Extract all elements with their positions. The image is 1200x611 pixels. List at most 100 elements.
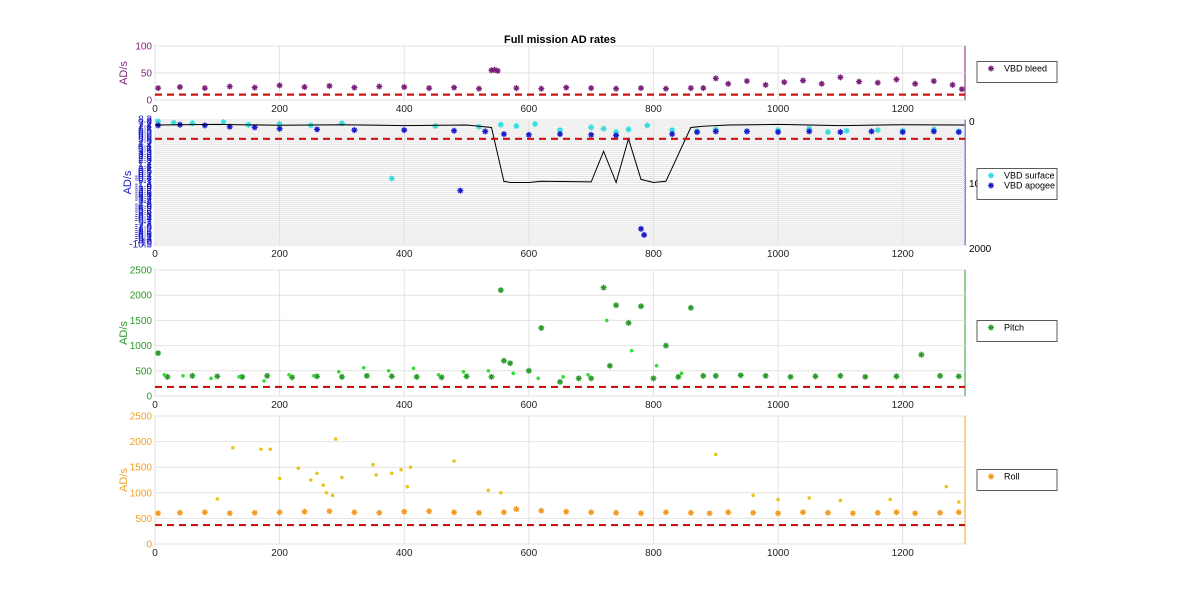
subplot-4: 0 200 400 600 800 1000 1200 0 500 1000 1500 2000 250…	[118, 412, 1058, 559]
data-point	[629, 348, 634, 353]
data-point	[563, 84, 570, 91]
data-point	[713, 452, 718, 457]
data-point	[725, 80, 732, 87]
subplot-1: 0 200 400 600 800 1000 1200 0 50 100 AD/s VBD bleed	[118, 42, 1058, 115]
data-point	[491, 66, 498, 73]
data-point	[426, 508, 433, 515]
data-point	[513, 85, 520, 92]
data-point	[762, 372, 769, 379]
data-point	[251, 509, 258, 516]
legend-marker	[988, 182, 994, 189]
data-point	[189, 120, 196, 127]
y-tick-label: 1500	[130, 316, 153, 327]
y-tick-label: -1.6	[135, 181, 153, 192]
data-point	[451, 84, 458, 91]
data-point	[837, 129, 844, 136]
y-tick-label: -6.7	[135, 215, 153, 226]
data-point	[575, 375, 582, 382]
y-tick-label: 5.9	[138, 131, 152, 142]
data-point	[351, 127, 358, 134]
y-tick-label: 7.7	[138, 119, 152, 130]
data-point	[237, 375, 241, 379]
series-2	[215, 437, 961, 504]
plot-area	[154, 269, 966, 397]
data-point	[762, 81, 769, 88]
y-tick-label: 1.1	[138, 163, 152, 174]
data-point	[155, 350, 162, 357]
data-point	[687, 85, 694, 92]
data-point	[787, 373, 794, 380]
data-point	[214, 373, 221, 380]
data-point	[494, 67, 501, 74]
y-tick-label: -10.3	[129, 240, 152, 251]
data-point	[374, 473, 378, 477]
y-tick-label: -1.9	[135, 183, 153, 194]
data-point	[600, 284, 607, 291]
data-point	[800, 509, 806, 516]
data-point	[201, 85, 208, 92]
data-point	[413, 373, 420, 380]
data-point	[330, 493, 335, 498]
x-tick-label: 800	[645, 249, 662, 260]
x-tick-label: 600	[521, 400, 538, 411]
legend: Pitch	[976, 320, 1058, 342]
data-point	[874, 79, 881, 86]
data-point	[625, 126, 632, 133]
data-point	[155, 118, 162, 125]
data-point	[944, 484, 949, 489]
x-tick-label: 800	[645, 548, 662, 559]
data-point	[588, 375, 595, 382]
legend-label: VBD apogee	[1004, 181, 1055, 191]
x-tick-label: 1000	[767, 400, 790, 411]
y-tick-label: 500	[135, 514, 152, 525]
data-point	[679, 371, 684, 376]
x-tick-label: 1000	[767, 104, 790, 115]
data-point	[874, 509, 881, 516]
data-point	[694, 129, 701, 136]
data-point	[899, 129, 906, 136]
data-point	[662, 85, 669, 92]
y-tick-label: -3.1	[135, 191, 153, 202]
y-tick-label: 4.4	[138, 141, 152, 152]
data-point	[162, 373, 167, 377]
data-point	[201, 122, 208, 129]
data-point	[538, 324, 545, 331]
data-point	[687, 304, 694, 311]
data-point	[497, 287, 504, 294]
data-point	[176, 84, 183, 91]
data-point	[862, 373, 869, 380]
y-tick-label: 500	[135, 366, 152, 377]
y-tick-label: 2.9	[138, 151, 152, 162]
data-point	[625, 319, 632, 326]
x-tick-label: 400	[396, 104, 413, 115]
x-tick-label: 1200	[892, 104, 915, 115]
data-point	[451, 127, 458, 134]
data-point	[743, 78, 750, 85]
data-point	[314, 126, 320, 133]
data-point	[482, 128, 489, 135]
data-point	[613, 132, 620, 139]
data-point	[893, 76, 900, 83]
data-point	[918, 351, 925, 358]
data-point	[737, 372, 744, 379]
legend-label: VBD bleed	[1004, 64, 1047, 74]
legend-box	[976, 61, 1058, 83]
data-point	[588, 509, 595, 516]
data-point	[338, 120, 345, 127]
data-point	[389, 471, 394, 476]
data-point	[276, 82, 283, 89]
data-point	[958, 86, 965, 93]
data-point	[712, 372, 719, 379]
data-point	[638, 303, 644, 310]
data-point	[561, 375, 565, 379]
data-point	[499, 491, 503, 495]
data-point	[215, 497, 220, 501]
data-point	[276, 125, 283, 132]
data-point	[930, 78, 937, 85]
x-tick-label: 1200	[892, 548, 915, 559]
x-tick-label: 200	[271, 400, 288, 411]
data-point	[176, 509, 183, 516]
y-tick-label: -1.3	[135, 179, 153, 190]
data-point	[669, 131, 676, 138]
